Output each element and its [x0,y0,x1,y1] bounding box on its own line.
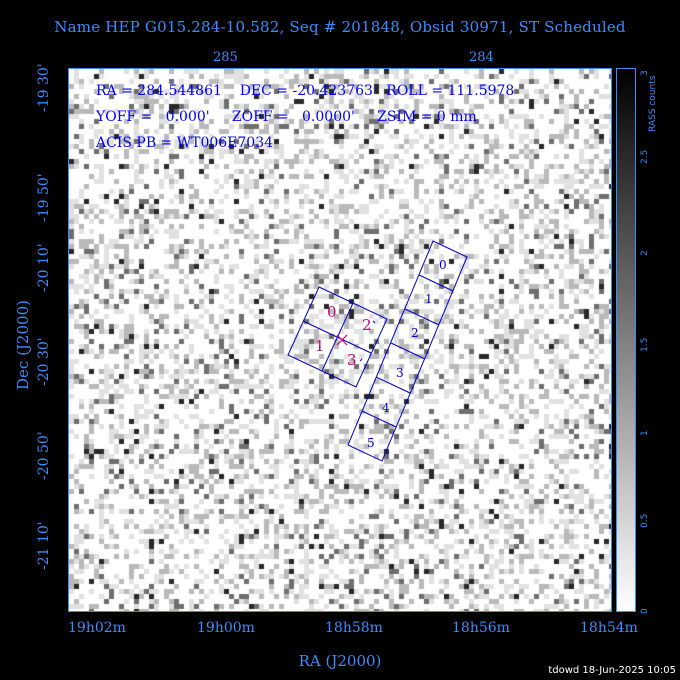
acis-label-5: 5 [367,436,375,450]
colorbar-tick-2: 1 [640,430,650,436]
y-tick-1: -19 30' [36,63,52,112]
sky-image: 0 2 1 3 0 1 2 3 4 5 RA = 284.544861 DEC … [68,68,612,612]
plot-title: Name HEP G015.284-10.582, Seq # 201848, … [54,18,626,36]
colorbar-label: RASS counts [648,75,658,132]
y-tick-6: -21 10' [36,521,52,570]
info-line-1: RA = 284.544861 DEC = -20.423763 ROLL = … [96,83,515,99]
info-line-2: YOFF = 0.000' ZOFF = 0.0000' ZSIM = 0 mm [96,109,477,125]
x-axis-label: RA (J2000) [298,652,382,670]
x-tick-4: 18h56m [452,620,510,636]
rass-noise-map [69,69,611,611]
aci-label-0: 0 [327,303,337,321]
ccd-overlay: 0 2 1 3 0 1 2 3 4 5 [287,240,468,462]
colorbar [616,68,636,612]
info-line-3: ACIS PB = WT006E7034 [96,135,274,151]
colorbar-tick-3: 1.5 [640,337,650,352]
acis-label-0: 0 [439,258,447,272]
acis-label-4: 4 [382,401,390,415]
top-tick-284: 284 [469,50,494,65]
colorbar-tick-6: 3 [640,70,650,76]
footer-stamp: tdowd 18-Jun-2025 10:05 [548,665,676,676]
acis-label-3: 3 [396,366,404,380]
aimpoint-marker [336,334,348,346]
colorbar-tick-5: 2.5 [640,149,650,164]
x-tick-5: 18h54m [580,620,638,636]
acis-label-2: 2 [411,326,419,340]
x-tick-2: 19h00m [197,620,255,636]
y-axis-label: Dec (J2000) [14,300,32,390]
acis-i-outline [287,286,388,388]
y-tick-4: -20 30' [36,337,52,386]
top-tick-285: 285 [213,50,238,65]
y-tick-2: -19 50' [36,173,52,222]
y-tick-3: -20 10' [36,243,52,292]
aci-label-1: 1 [315,337,325,355]
y-tick-5: -20 50' [36,431,52,480]
acis-label-1: 1 [425,292,433,306]
colorbar-tick-0: 0 [640,608,650,614]
x-tick-1: 19h02m [68,620,126,636]
aci-label-3: 3 [347,351,357,369]
colorbar-tick-1: 0.5 [640,513,650,528]
x-tick-3: 18h58m [325,620,383,636]
aci-label-2: 2 [362,316,372,334]
colorbar-tick-4: 2 [640,250,650,256]
